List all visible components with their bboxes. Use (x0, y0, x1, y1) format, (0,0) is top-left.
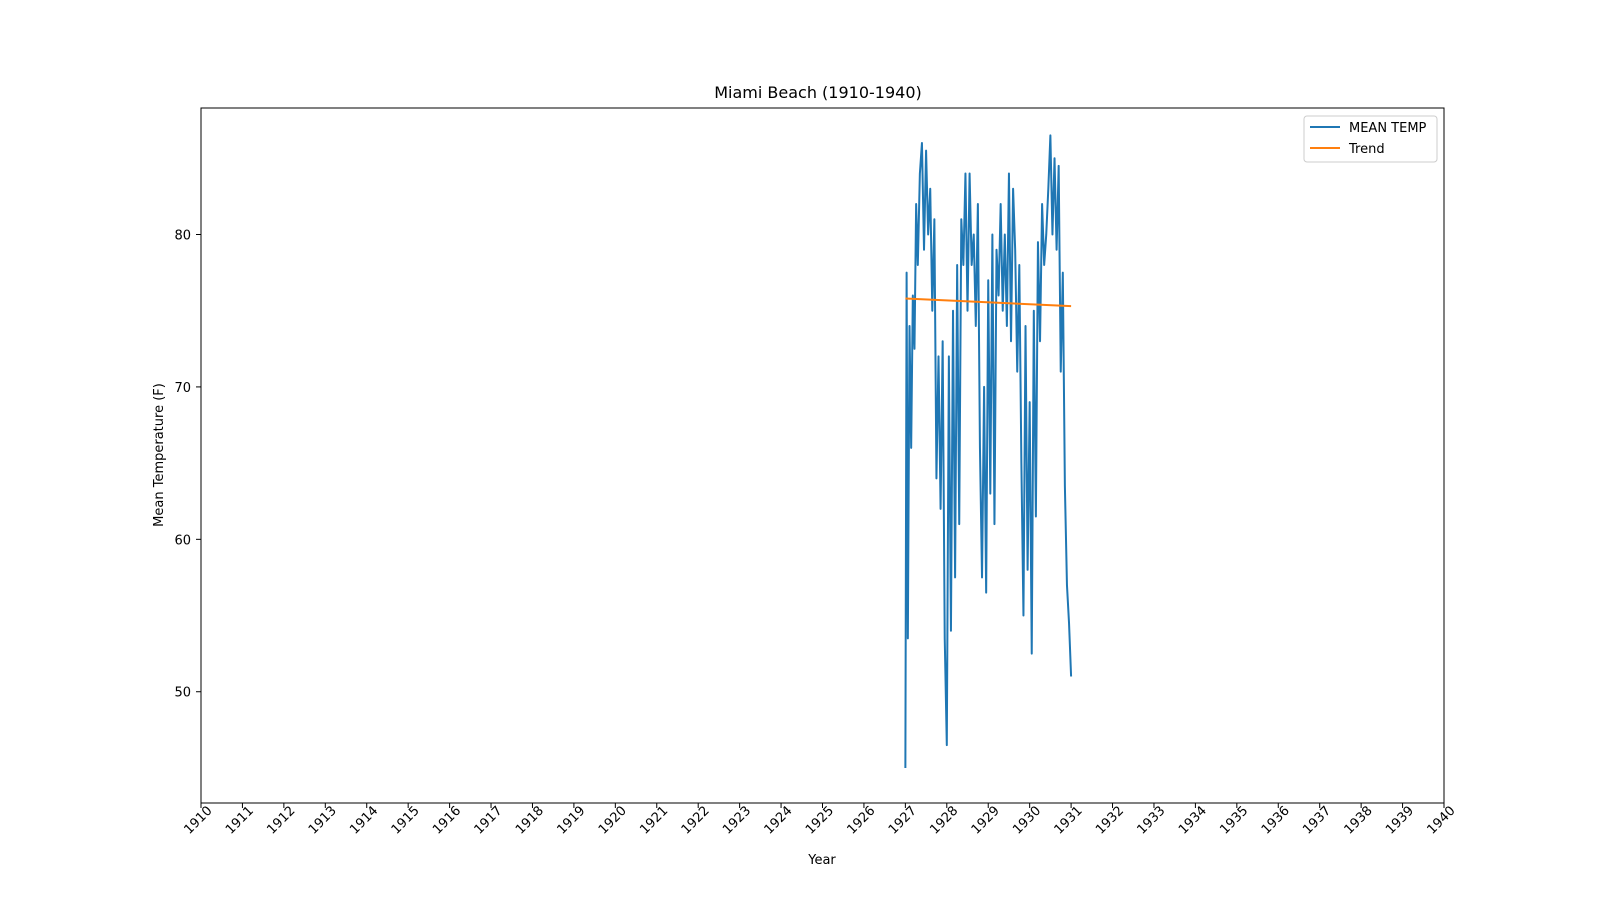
y-tick-label: 50 (174, 686, 191, 701)
y-tick-label: 70 (174, 381, 191, 396)
x-tick-label: 1915 (389, 804, 423, 838)
x-tick-label: 1922 (679, 804, 713, 838)
legend-label-trend: Trend (1348, 142, 1385, 157)
legend-label-mean-temp: MEAN TEMP (1349, 121, 1427, 136)
x-tick-label: 1914 (347, 804, 381, 838)
x-tick-label: 1919 (554, 804, 588, 838)
x-tick-label: 1934 (1176, 804, 1210, 838)
x-tick-label: 1936 (1259, 804, 1293, 838)
x-tick-label: 1929 (969, 804, 1003, 838)
x-tick-label: 1932 (1093, 804, 1127, 838)
x-tick-label: 1938 (1342, 804, 1376, 838)
x-tick-label: 1937 (1300, 804, 1334, 838)
x-tick-label: 1920 (596, 804, 630, 838)
x-tick-label: 1926 (844, 804, 878, 838)
x-tick-label: 1925 (803, 804, 837, 838)
x-tick-label: 1939 (1383, 804, 1417, 838)
legend: MEAN TEMP Trend (1303, 115, 1438, 163)
x-axis-label: Year (807, 853, 836, 868)
y-axis-label: Mean Temperature (F) (152, 383, 167, 527)
x-tick-label: 1940 (1425, 804, 1459, 838)
x-tick-label: 1927 (886, 804, 920, 838)
series-layer (904, 134, 1073, 768)
x-tick-label: 1923 (720, 804, 754, 838)
x-tick-label: 1910 (182, 804, 216, 838)
series-line-mean-temp (904, 134, 1073, 768)
series-line-trend (905, 297, 1072, 308)
x-tick-label: 1921 (637, 804, 671, 838)
chart-title: Miami Beach (1910-1940) (714, 83, 922, 102)
x-tick-label: 1912 (264, 804, 298, 838)
x-tick-label: 1913 (306, 804, 340, 838)
x-tick-label: 1935 (1217, 804, 1251, 838)
x-tick-label: 1911 (223, 804, 257, 838)
y-axis: 50 60 70 80 (174, 229, 201, 701)
plot-area (200, 107, 1445, 804)
y-tick-label: 60 (174, 533, 191, 548)
x-tick-label: 1916 (430, 804, 464, 838)
x-tick-label: 1928 (927, 804, 961, 838)
x-tick-label: 1930 (1010, 804, 1044, 838)
x-tick-label: 1918 (513, 804, 547, 838)
x-tick-label: 1917 (472, 804, 506, 838)
x-tick-label: 1924 (762, 804, 796, 838)
y-tick-label: 80 (174, 229, 191, 244)
x-axis: 1910 1911 1912 1913 1914 1915 1916 1917 1918 1919… (182, 803, 1459, 838)
x-tick-label: 1933 (1134, 804, 1168, 838)
x-tick-label: 1931 (1052, 804, 1086, 838)
